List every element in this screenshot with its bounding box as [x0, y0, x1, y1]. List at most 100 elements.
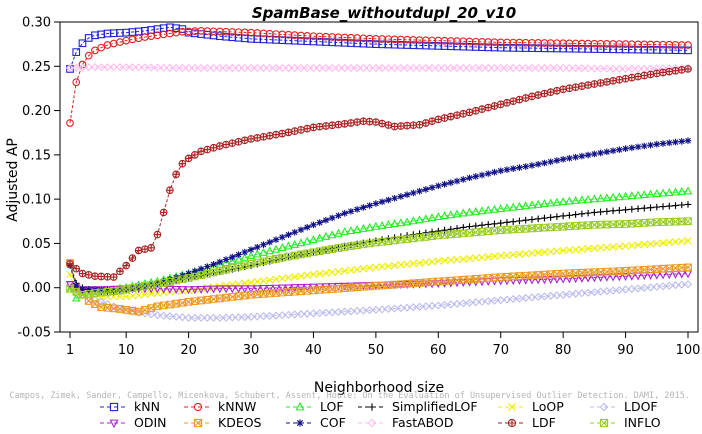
data-point-FastABOD [190, 63, 199, 73]
data-point-INFLO [240, 261, 249, 270]
data-point-LOF [540, 199, 549, 208]
data-point-INFLO [565, 222, 574, 231]
data-point-LOF [640, 190, 649, 199]
data-point-LDF [409, 121, 418, 129]
data-point-LoOP [378, 263, 386, 271]
data-point-LOF [471, 206, 480, 215]
data-point-LOF [346, 226, 356, 235]
x-axis-ticks: 1 10 20 30 40 50 60 70 80 90 100 [66, 332, 700, 358]
data-point-LDF [615, 75, 624, 84]
data-point-LOF [515, 201, 524, 210]
data-point-FastABOD [221, 63, 231, 73]
data-point-LOF [596, 193, 605, 202]
data-point-INFLO [259, 257, 268, 266]
data-point-KDEOS [84, 297, 93, 305]
series-kNNW [66, 27, 692, 127]
data-point-INFLO [197, 271, 205, 279]
data-point-SimplifiedLOF [622, 206, 629, 214]
data-point-kNNW [72, 78, 81, 87]
data-point-LoOP [390, 261, 399, 270]
data-point-SimplifiedLOF [578, 210, 586, 218]
data-point-INFLO [222, 265, 230, 274]
data-point-LDOF [596, 287, 605, 296]
data-point-KDEOS [234, 292, 243, 301]
data-point-ODIN [278, 284, 287, 293]
data-point-LDOF [409, 303, 418, 312]
data-point-INFLO [347, 242, 355, 250]
data-point-COF [665, 139, 673, 147]
data-point-LoOP [453, 255, 461, 264]
data-point-LDF [621, 74, 630, 83]
data-point-LDOF [446, 300, 455, 309]
data-point-LDOF [371, 305, 380, 314]
data-point-LoOP [628, 241, 636, 250]
data-point-LDF [627, 73, 636, 82]
data-point-ODIN [515, 276, 524, 285]
data-point-COF [335, 212, 342, 219]
data-point-kNN [684, 46, 692, 55]
data-point-COF [397, 193, 405, 200]
data-point-LDOF [284, 310, 293, 319]
data-point-LDOF [265, 311, 274, 320]
data-point-FastABOD [184, 63, 193, 73]
data-point-LDF [328, 121, 337, 130]
data-point-LOF [228, 256, 237, 265]
series-FastABOD [65, 63, 693, 74]
data-point-LDOF [290, 310, 299, 319]
data-point-KDEOS [228, 293, 237, 301]
data-point-ODIN [246, 285, 256, 294]
data-point-LDOF [652, 282, 661, 291]
data-point-LOF [527, 200, 537, 209]
data-point-INFLO [265, 256, 274, 264]
data-point-LOF [652, 189, 661, 198]
data-point-KDEOS [190, 297, 199, 306]
data-point-FastABOD [452, 63, 462, 73]
data-point-LoOP [434, 257, 442, 265]
data-point-COF [428, 184, 436, 191]
data-point-FastABOD [259, 63, 268, 73]
data-point-LDOF [621, 285, 630, 294]
data-point-COF [366, 202, 373, 209]
data-point-COF [166, 276, 174, 283]
data-point-LOF [565, 196, 574, 205]
data-point-LoOP [134, 291, 143, 299]
data-point-COF [453, 177, 461, 185]
data-point-FastABOD [471, 63, 480, 73]
data-point-INFLO [309, 248, 318, 257]
data-point-FastABOD [465, 63, 474, 73]
data-point-COF [110, 287, 117, 294]
data-point-SimplifiedLOF [422, 229, 430, 237]
data-point-FastABOD [527, 63, 537, 73]
data-point-LDOF [296, 310, 306, 319]
data-point-INFLO [247, 259, 255, 268]
data-point-LDF [159, 208, 168, 217]
data-point-LoOP [328, 268, 336, 276]
data-point-LDOF [646, 283, 655, 292]
data-point-INFLO [322, 246, 330, 255]
data-point-LDOF [365, 306, 374, 315]
data-point-LOF [253, 249, 262, 258]
data-point-LDF [578, 82, 586, 90]
data-point-ODIN [621, 273, 630, 282]
data-point-LOF [552, 197, 562, 206]
data-point-COF [616, 146, 623, 154]
data-point-ODIN [571, 275, 580, 284]
x-tick-label: 30 [243, 343, 260, 358]
data-point-LoOP [590, 244, 599, 252]
data-point-kNNW [66, 119, 74, 127]
data-point-INFLO [428, 232, 436, 241]
data-point-COF [497, 167, 505, 175]
data-point-LOF [627, 191, 637, 200]
data-point-FastABOD [309, 63, 318, 73]
data-point-COF [241, 248, 249, 256]
legend-label: FastABOD [392, 415, 454, 430]
data-point-FastABOD [90, 63, 100, 72]
y-tick-label: 0.05 [22, 237, 51, 252]
data-point-LoOP [365, 264, 374, 272]
data-point-LDOF [159, 311, 168, 320]
data-point-LDF [384, 121, 393, 129]
data-point-LDF [590, 80, 599, 88]
data-point-LDF [134, 246, 143, 255]
data-point-LDOF [278, 311, 287, 320]
